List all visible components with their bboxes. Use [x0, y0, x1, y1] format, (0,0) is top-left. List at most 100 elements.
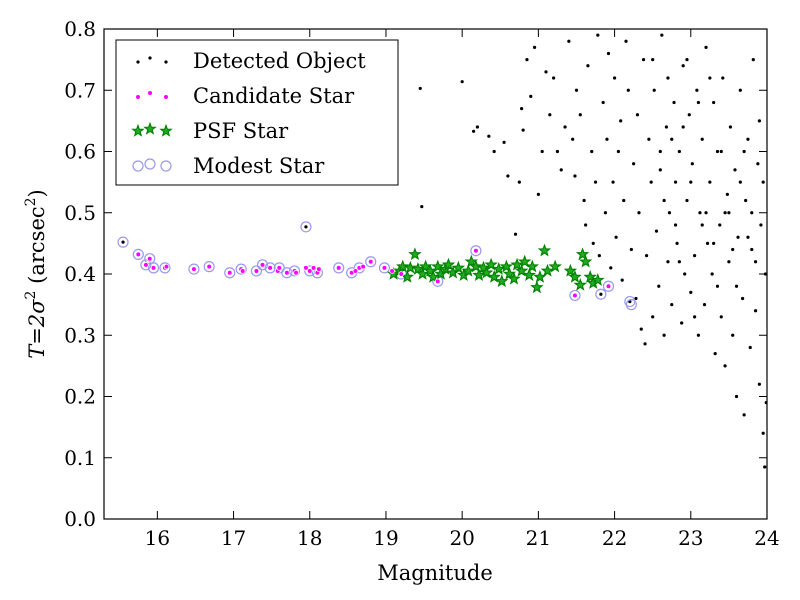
dot-point-17 [532, 45, 537, 49]
star-point-48 [591, 273, 605, 286]
dot-point-42 [605, 137, 609, 141]
open-circle-point-12 [264, 262, 276, 274]
open-circle-point-28 [595, 288, 607, 300]
y-tick-label: 0.0 [64, 507, 96, 531]
dot-point-33 [586, 64, 590, 68]
dot-point-50 [620, 278, 624, 282]
dot-point-90 [696, 333, 701, 337]
dot-point-118 [750, 247, 754, 252]
dot-point-86 [689, 290, 693, 294]
star-point-38 [537, 243, 552, 257]
small-circle-point-15 [276, 265, 283, 271]
star-point-42 [568, 269, 582, 283]
dot-point-60 [639, 327, 643, 331]
small-circle-point-2 [146, 255, 153, 262]
y-tick-label: 0.8 [64, 17, 96, 41]
dot-point-7 [487, 134, 491, 138]
legend-marker-dot [164, 60, 168, 64]
star-point-19 [464, 254, 479, 268]
small-circle-point-35 [572, 292, 578, 299]
dot-point-77 [672, 100, 676, 105]
dot-point-13 [520, 107, 524, 111]
star-point-20 [469, 259, 483, 273]
open-circle-point-22 [365, 256, 377, 268]
dot-point-119 [751, 58, 755, 62]
dot-point-58 [635, 113, 640, 117]
small-circle-point-28 [360, 263, 366, 270]
dot-point-28 [573, 174, 577, 178]
legend-item: Detected Object [136, 49, 366, 73]
open-circle-point-2 [140, 259, 152, 271]
dot-point-57 [634, 296, 638, 301]
dot-point-62 [643, 342, 647, 346]
dot-point-154 [746, 235, 750, 239]
dot-point-56 [632, 162, 636, 166]
small-circle-point-29 [367, 258, 374, 265]
dot-point-44 [609, 266, 613, 270]
star-point-4 [403, 260, 418, 274]
small-circle-point-1 [143, 262, 149, 268]
star-point-6 [411, 262, 425, 275]
dot-point-9 [502, 140, 506, 144]
dot-point-125 [763, 465, 767, 469]
dot-point-43 [606, 51, 611, 56]
star-point-7 [415, 266, 430, 280]
dot-point-88 [693, 254, 697, 258]
dot-point-34 [590, 149, 594, 154]
dot-point-82 [681, 64, 685, 68]
dot-point-63 [644, 254, 649, 258]
small-circle-point-23 [316, 266, 322, 272]
small-circle-point-13 [267, 265, 273, 271]
dot-point-112 [738, 88, 742, 92]
small-circle-point-3 [150, 265, 157, 271]
open-circle-point-15 [288, 265, 301, 277]
star-point-16 [451, 260, 466, 274]
dot-point-136 [719, 149, 723, 154]
dot-point-87 [690, 162, 694, 166]
dot-point-40 [601, 100, 605, 105]
open-circle-point-0 [117, 236, 129, 248]
star-point-29 [502, 266, 517, 280]
small-circle-point-12 [259, 262, 266, 268]
open-circle-point-8 [224, 267, 236, 279]
dot-point-15 [525, 58, 529, 62]
star-point-44 [575, 247, 590, 261]
dot-point-134 [704, 211, 708, 215]
y-axis-title: T=2σ2 (arcsec2) [23, 189, 49, 359]
small-circle-point-5 [163, 263, 170, 270]
open-circle-point-1 [132, 248, 144, 260]
dot-point-49 [619, 119, 623, 123]
star-point-25 [487, 269, 501, 283]
dot-point-71 [660, 33, 664, 37]
star-point-18 [461, 263, 476, 277]
dot-point-80 [677, 149, 681, 154]
dot-point-156 [761, 180, 765, 184]
legend: Detected Object Candidate Star PSF Star Mod… [115, 39, 399, 186]
small-circle-point-0 [135, 251, 142, 258]
small-circle-point-24 [335, 265, 342, 271]
series-dot [121, 33, 767, 469]
legend-marker-star [159, 123, 173, 137]
dot-point-122 [757, 382, 761, 386]
star-point-35 [525, 259, 540, 273]
dot-point-64 [647, 137, 651, 141]
dot-point-111 [736, 235, 740, 239]
dot-point-92 [700, 137, 704, 141]
y-tick-label: 0.5 [64, 201, 96, 225]
small-circle-point-7 [206, 263, 212, 270]
dot-point-128 [658, 149, 662, 154]
legend-item: Modest Star [132, 154, 325, 178]
dot-point-83 [683, 272, 687, 276]
legend-marker-small-circle [147, 90, 153, 96]
dot-point-98 [712, 100, 716, 105]
dot-point-138 [734, 284, 739, 288]
dot-point-69 [657, 284, 661, 288]
legend-box [115, 39, 399, 186]
axis-ticks: 16 17 18 19 20 21 22 23 24 0.0 0.1 0.2 0.3 0.4 0.5 0.6 0… [64, 17, 780, 550]
dot-point-155 [753, 260, 758, 264]
dot-point-61 [641, 58, 646, 62]
star-point-43 [573, 277, 588, 291]
star-point-33 [517, 254, 532, 268]
x-tick-label: 24 [754, 526, 779, 550]
